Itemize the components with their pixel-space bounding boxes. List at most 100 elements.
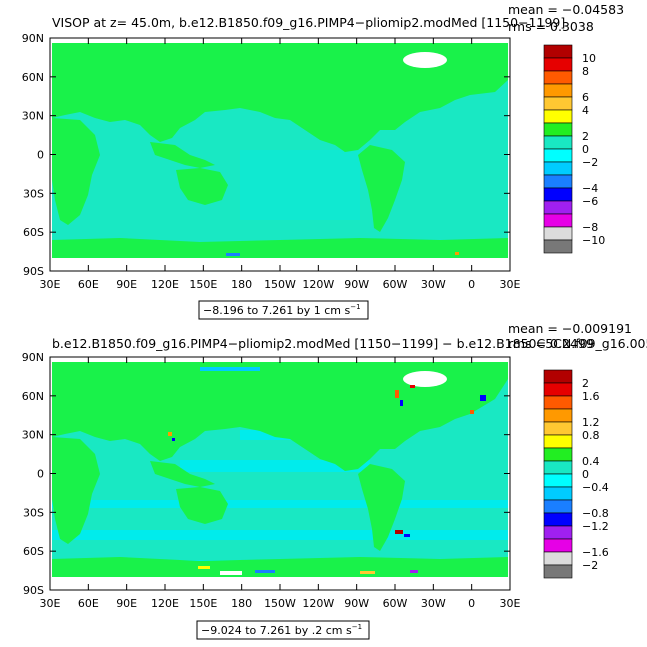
- colorbar-label: −1.2: [582, 520, 609, 533]
- y-tick-label: 0: [37, 149, 44, 162]
- colorbar-label: −8: [582, 221, 598, 234]
- range-box-bottom-frame: [196, 620, 370, 640]
- colorbar-label: 8: [582, 65, 589, 78]
- panel-bottom: b.e12.B1850.f09_g16.PIMP4−pliomip2.modMe…: [22, 321, 647, 640]
- colorbar-swatch: [543, 512, 573, 527]
- map-bottom-anomalies: [168, 367, 486, 575]
- y-tick-label: 30S: [23, 187, 44, 200]
- colorbar-swatch: [543, 174, 573, 189]
- colorbar-swatch: [543, 161, 573, 176]
- colorbar-swatch: [543, 122, 573, 137]
- x-tick-label: 120W: [302, 597, 334, 610]
- map-bottom: [49, 356, 511, 591]
- panel-top-mean: mean = −0.04583: [508, 2, 624, 17]
- x-tick-label: 180: [231, 597, 252, 610]
- colorbar-top: 108 64 20−2 −4−6 −8−10: [543, 44, 605, 254]
- colorbar-label: 1.2: [582, 416, 600, 429]
- colorbar-swatch: [543, 460, 573, 475]
- x-tick-label: 90E: [116, 597, 137, 610]
- x-tick-label: 60W: [383, 278, 408, 291]
- map-top-land: [52, 43, 508, 258]
- colorbar-swatch: [543, 187, 573, 202]
- map-top-feature: [226, 253, 240, 256]
- colorbar-swatch: [543, 135, 573, 150]
- y-tick-label: 60N: [22, 390, 44, 403]
- x-tick-label: 90W: [344, 597, 369, 610]
- x-tick-label: 120W: [302, 278, 334, 291]
- colorbar-swatch: [543, 551, 573, 566]
- y-tick-label: 60S: [23, 226, 44, 239]
- colorbar-swatch: [543, 421, 573, 436]
- x-tick-label: 150E: [189, 278, 217, 291]
- colorbar-swatch: [543, 96, 573, 111]
- colorbar-label: −4: [582, 182, 598, 195]
- x-tick-label: 0: [468, 597, 475, 610]
- axes-top: 30E 60E 90E 120E 150E 180 150W 120W 90W 60W 30W 0 30…: [22, 32, 521, 291]
- x-tick-label: 90E: [116, 278, 137, 291]
- colorbar-label: −2: [582, 559, 598, 572]
- x-tick-label: 30W: [421, 278, 446, 291]
- colorbar-swatch: [543, 369, 573, 384]
- colorbar-swatch: [543, 83, 573, 98]
- colorbar-label: 4: [582, 104, 589, 117]
- colorbar-label: 0: [582, 143, 589, 156]
- colorbar-swatch: [543, 239, 573, 254]
- y-tick-label: 60S: [23, 545, 44, 558]
- panel-bottom-rms: rms = 0.2499: [508, 336, 594, 351]
- map-top-feature: [455, 252, 459, 255]
- colorbar-swatch: [543, 200, 573, 215]
- range-box-bottom-text: −9.024 to 7.261 by .2 cm s−1: [201, 623, 362, 637]
- colorbar-swatch: [543, 525, 573, 540]
- panel-top: VISOP at z= 45.0m, b.e12.B1850.f09_g16.P…: [22, 2, 624, 320]
- panel-bottom-mean: mean = −0.009191: [508, 321, 632, 336]
- y-tick-label: 30N: [22, 110, 44, 123]
- colorbar-swatch: [543, 44, 573, 59]
- x-tick-label: 150E: [189, 597, 217, 610]
- x-tick-label: 30E: [40, 597, 61, 610]
- x-tick-label: 30W: [421, 597, 446, 610]
- y-tick-label: 60N: [22, 71, 44, 84]
- colorbar-swatch: [543, 148, 573, 163]
- x-tick-label: 150W: [264, 278, 296, 291]
- panel-top-rms: rms = 0.3038: [508, 19, 594, 34]
- range-box-bottom: −9.024 to 7.261 by .2 cm s−1: [196, 620, 370, 640]
- colorbar-label: −0.4: [582, 481, 609, 494]
- colorbar-label: 2: [582, 377, 589, 390]
- y-tick-label: 90N: [22, 32, 44, 45]
- x-tick-label: 30E: [500, 278, 521, 291]
- colorbar-label: −1.6: [582, 546, 609, 559]
- x-tick-label: 180: [231, 278, 252, 291]
- y-tick-label: 30S: [23, 506, 44, 519]
- x-tick-label: 30E: [500, 597, 521, 610]
- colorbar-swatch: [543, 434, 573, 449]
- colorbar-swatch: [543, 70, 573, 85]
- x-tick-label: 120E: [151, 597, 179, 610]
- map-top-ocean-band: [240, 150, 360, 220]
- colorbar-bottom: 21.6 1.20.8 0.40−0.4 −0.8−1.2 −1.6−2: [543, 369, 609, 579]
- colorbar-label: −10: [582, 234, 605, 247]
- colorbar-label: 0.8: [582, 429, 600, 442]
- x-tick-label: 0: [468, 278, 475, 291]
- panel-top-title: VISOP at z= 45.0m, b.e12.B1850.f09_g16.P…: [52, 15, 565, 30]
- colorbar-swatch: [543, 564, 573, 579]
- colorbar-label: −0.8: [582, 507, 609, 520]
- range-box-top-frame: [198, 300, 369, 320]
- map-bottom-land: [52, 362, 508, 577]
- x-tick-label: 60W: [383, 597, 408, 610]
- y-tick-label: 90S: [23, 265, 44, 278]
- y-tick-label: 90N: [22, 351, 44, 364]
- colorbar-label: 1.6: [582, 390, 600, 403]
- colorbar-swatch: [543, 395, 573, 410]
- colorbar-label: −2: [582, 156, 598, 169]
- y-tick-label: 0: [37, 468, 44, 481]
- x-tick-label: 30E: [40, 278, 61, 291]
- colorbar-label: 6: [582, 91, 589, 104]
- colorbar-label: 0.4: [582, 455, 600, 468]
- map-top-greenland: [403, 52, 447, 68]
- x-tick-label: 60E: [78, 597, 99, 610]
- panel-bottom-title: b.e12.B1850.f09_g16.PIMP4−pliomip2.modMe…: [52, 336, 647, 351]
- x-tick-label: 90W: [344, 278, 369, 291]
- map-top: [49, 37, 511, 272]
- colorbar-label: 10: [582, 52, 596, 65]
